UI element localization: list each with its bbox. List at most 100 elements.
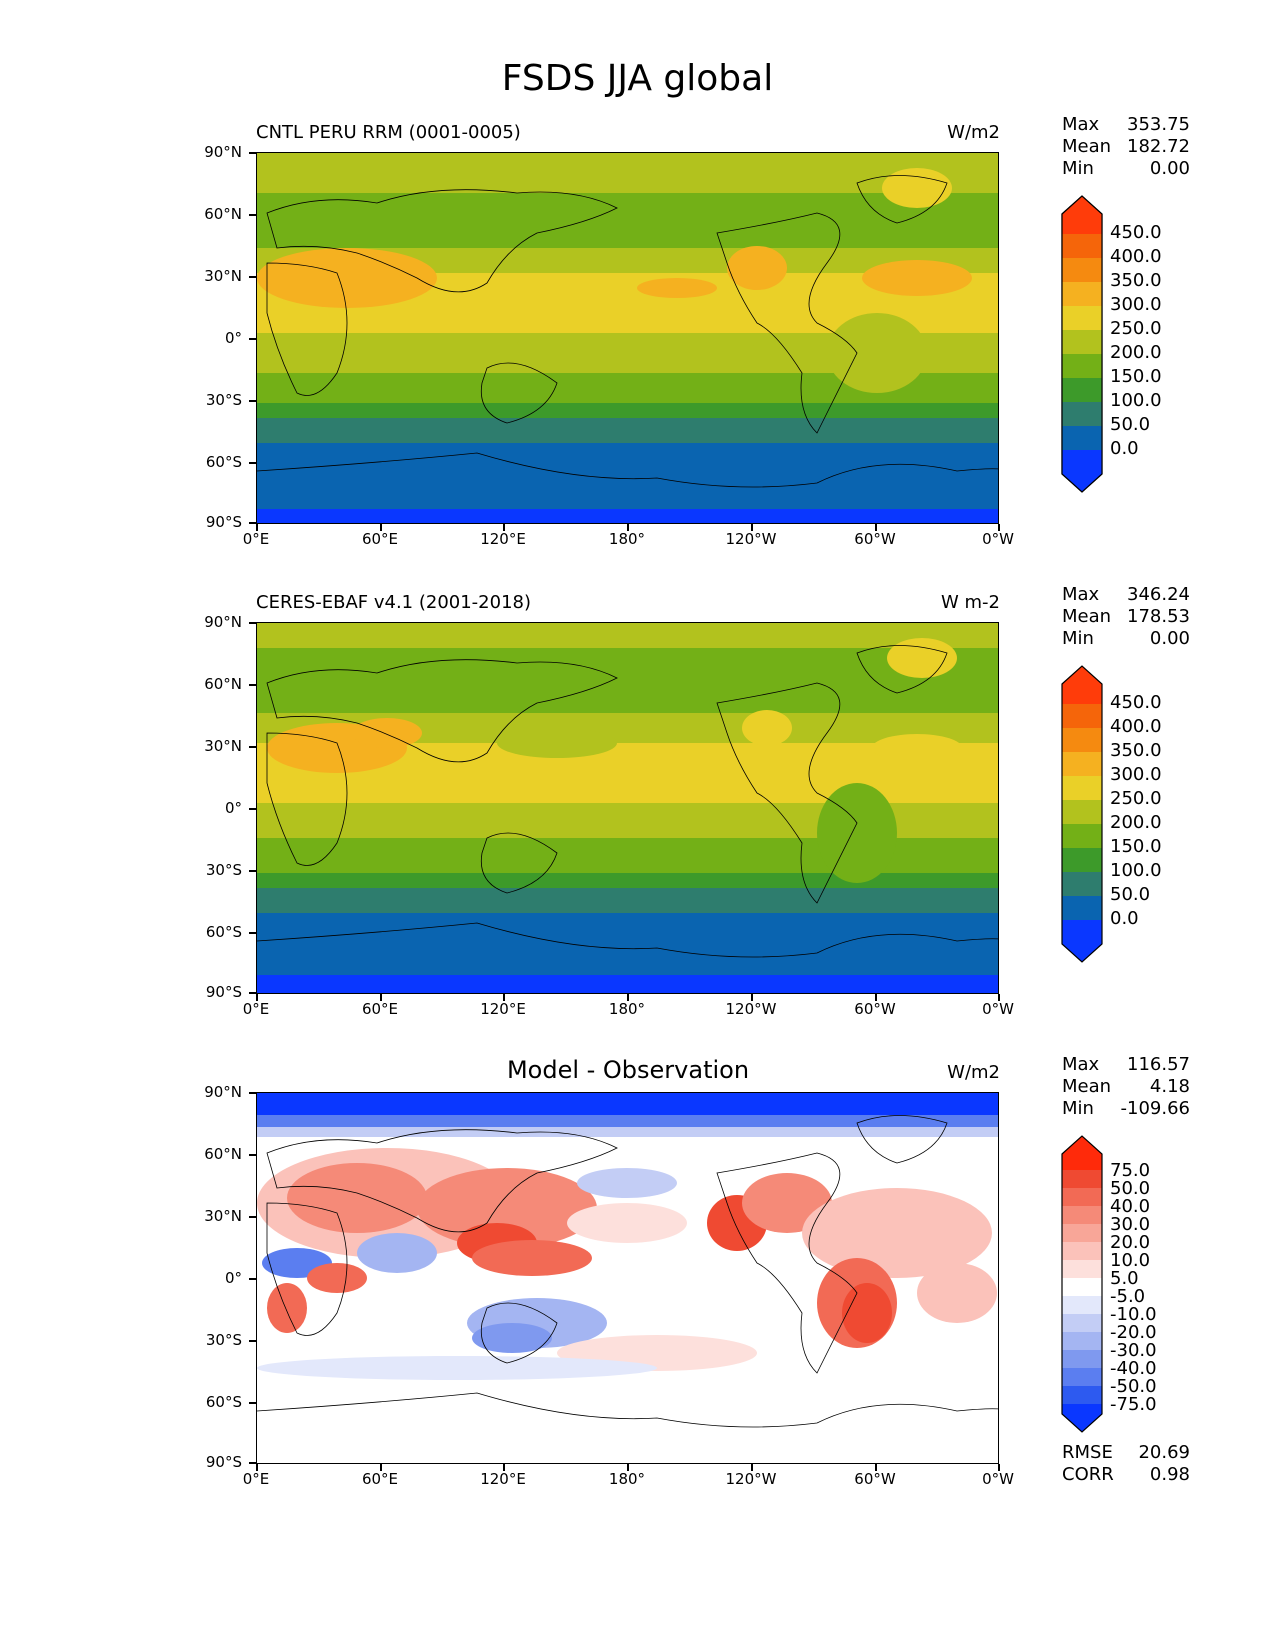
colorbar-label: 350.0 xyxy=(1110,740,1162,761)
panel-difference: Model - Observation W/m2 xyxy=(0,1054,1275,1542)
lat-label: 60°N xyxy=(204,205,242,223)
colorbar-label: 0.0 xyxy=(1110,908,1139,929)
colorbar-label: 150.0 xyxy=(1110,366,1162,387)
panel-units: W m-2 xyxy=(940,592,1000,613)
colorbar-label: -5.0 xyxy=(1110,1286,1146,1307)
colorbar-label: 75.0 xyxy=(1110,1160,1151,1181)
lat-label: 30°S xyxy=(205,1331,242,1349)
lat-label: 60°S xyxy=(205,453,242,471)
lat-label: 30°N xyxy=(204,267,242,285)
lat-label: 0° xyxy=(224,799,242,817)
metrics-block: RMSE 20.69 CORR 0.98 xyxy=(1062,1442,1190,1486)
lon-label: 120°E xyxy=(480,1000,526,1018)
colorbar-label: 50.0 xyxy=(1110,884,1151,905)
lon-label: 120°E xyxy=(480,1470,526,1488)
panel-units: W/m2 xyxy=(947,122,1000,143)
map-difference-canvas xyxy=(257,1093,998,1463)
stats-block: Max 353.75 Mean 182.72 Min 0.00 xyxy=(1062,114,1190,180)
map-model xyxy=(256,152,999,524)
lon-label: 180° xyxy=(608,1000,646,1018)
stat-mean-label: Mean xyxy=(1062,136,1112,157)
stat-max-label: Max xyxy=(1062,1054,1100,1075)
lat-label: 60°S xyxy=(205,923,242,941)
lon-label: 120°W xyxy=(725,530,777,548)
colorbar-label: -50.0 xyxy=(1110,1376,1157,1397)
lat-label: 60°N xyxy=(204,675,242,693)
lon-label: 120°W xyxy=(725,1470,777,1488)
panel-model: CNTL PERU RRM (0001-0005) W/m2 xyxy=(0,114,1275,562)
colorbar-label: 200.0 xyxy=(1110,342,1162,363)
panel-title: CNTL PERU RRM (0001-0005) xyxy=(256,122,521,143)
lon-label: 60°E xyxy=(361,1000,399,1018)
colorbar-label: 400.0 xyxy=(1110,246,1162,267)
colorbar-label: 350.0 xyxy=(1110,270,1162,291)
lat-label: 90°S xyxy=(205,513,242,531)
lat-label: 90°N xyxy=(204,613,242,631)
lat-label: 60°S xyxy=(205,1393,242,1411)
lon-label: 180° xyxy=(608,1470,646,1488)
panel-observation: CERES-EBAF v4.1 (2001-2018) W m-2 xyxy=(0,584,1275,1032)
lon-label: 120°W xyxy=(725,1000,777,1018)
stat-mean-value: 182.72 xyxy=(1127,136,1190,157)
colorbar-label: 20.0 xyxy=(1110,1232,1151,1253)
stat-mean-value: 4.18 xyxy=(1149,1076,1190,1097)
map-difference xyxy=(256,1092,999,1464)
rmse-value: 20.69 xyxy=(1138,1442,1190,1463)
colorbar-label: -40.0 xyxy=(1110,1358,1157,1379)
lon-label: 60°E xyxy=(361,1470,399,1488)
lat-label: 0° xyxy=(224,1269,242,1287)
colorbar-label: 0.0 xyxy=(1110,438,1139,459)
lon-label: 0°E xyxy=(242,530,270,548)
lat-label: 90°N xyxy=(204,1083,242,1101)
colorbar-label: 400.0 xyxy=(1110,716,1162,737)
lat-label: 60°N xyxy=(204,1145,242,1163)
panel-units: W/m2 xyxy=(947,1062,1000,1083)
colorbar-label: 250.0 xyxy=(1110,318,1162,339)
colorbar-label: 10.0 xyxy=(1110,1250,1151,1271)
stat-min-value: -109.66 xyxy=(1120,1098,1190,1119)
colorbar-label: 5.0 xyxy=(1110,1268,1139,1289)
lat-label: 30°N xyxy=(204,1207,242,1225)
lat-label: 90°N xyxy=(204,143,242,161)
colorbar-label: 100.0 xyxy=(1110,860,1162,881)
colorbar xyxy=(1061,195,1103,493)
stat-min-value: 0.00 xyxy=(1149,628,1190,649)
lat-label: 90°S xyxy=(205,983,242,1001)
lon-label: 60°W xyxy=(854,530,896,548)
colorbar-label: 50.0 xyxy=(1110,1178,1151,1199)
stat-max-value: 116.57 xyxy=(1127,1054,1190,1075)
colorbar-label: 100.0 xyxy=(1110,390,1162,411)
stat-min-label: Min xyxy=(1062,628,1094,649)
colorbar-label: 250.0 xyxy=(1110,788,1162,809)
lon-label: 180° xyxy=(608,530,646,548)
colorbar xyxy=(1061,665,1103,963)
corr-label: CORR xyxy=(1062,1464,1114,1485)
colorbar-label: -30.0 xyxy=(1110,1340,1157,1361)
colorbar-label: 200.0 xyxy=(1110,812,1162,833)
colorbar xyxy=(1061,1135,1103,1433)
colorbar-label: 300.0 xyxy=(1110,294,1162,315)
stat-mean-label: Mean xyxy=(1062,1076,1112,1097)
map-model-canvas xyxy=(257,153,998,523)
lon-label: 0°W xyxy=(982,530,1014,548)
lon-label: 0°W xyxy=(982,1000,1014,1018)
colorbar-label: 450.0 xyxy=(1110,692,1162,713)
stats-block: Max 346.24 Mean 178.53 Min 0.00 xyxy=(1062,584,1190,650)
lat-label: 90°S xyxy=(205,1453,242,1471)
panel-title: CERES-EBAF v4.1 (2001-2018) xyxy=(256,592,532,613)
lon-label: 60°W xyxy=(854,1470,896,1488)
lon-label: 0°E xyxy=(242,1000,270,1018)
lat-label: 0° xyxy=(224,329,242,347)
stat-mean-value: 178.53 xyxy=(1127,606,1190,627)
figure-title: FSDS JJA global xyxy=(501,58,774,99)
rmse-label: RMSE xyxy=(1062,1442,1113,1463)
colorbar-label: -10.0 xyxy=(1110,1304,1157,1325)
stat-min-label: Min xyxy=(1062,158,1094,179)
stat-max-label: Max xyxy=(1062,584,1100,605)
lon-label: 60°W xyxy=(854,1000,896,1018)
lat-label: 30°N xyxy=(204,737,242,755)
colorbar-label: 50.0 xyxy=(1110,414,1151,435)
lon-label: 0°E xyxy=(242,1470,270,1488)
colorbar-label: 40.0 xyxy=(1110,1196,1151,1217)
stat-max-label: Max xyxy=(1062,114,1100,135)
